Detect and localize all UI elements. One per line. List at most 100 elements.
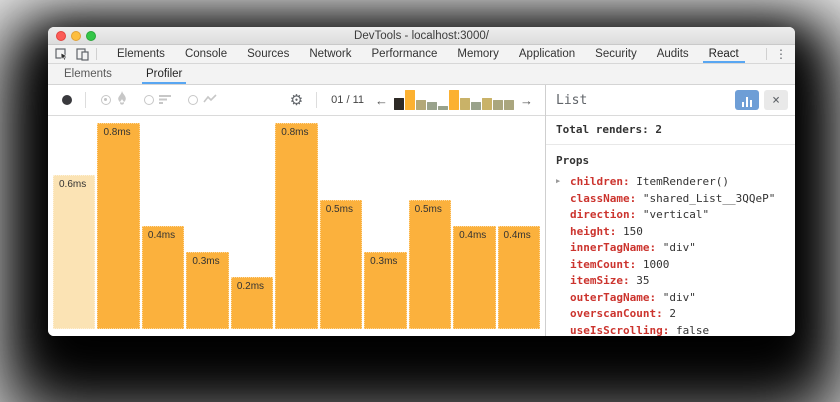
minimize-window-button[interactable]	[71, 30, 81, 41]
next-snapshot-button[interactable]: →	[520, 92, 533, 108]
devtools-tab-application[interactable]: Application	[518, 48, 576, 60]
tabbar-separator-right	[766, 48, 767, 60]
commit-duration-label: 0.2ms	[236, 281, 265, 292]
commit-bar-10[interactable]: 0.4ms	[453, 226, 496, 329]
flame-icon	[116, 90, 128, 110]
commit-bar-7[interactable]: 0.5ms	[319, 200, 363, 329]
expand-arrow-icon[interactable]: ▶	[556, 177, 561, 185]
prop-value: ItemRenderer()	[636, 175, 729, 188]
prop-key: height:	[570, 224, 623, 238]
commit-bar-8[interactable]: 0.3ms	[364, 252, 407, 329]
snapshot-bar-5[interactable]	[438, 106, 448, 110]
snapshot-bar-1-selected[interactable]	[394, 98, 404, 110]
device-toolbar-icon[interactable]	[76, 47, 89, 61]
commit-duration-label: 0.4ms	[459, 230, 487, 241]
profiler-main: ⚙ 01 / 11 ← → 0.6ms 0.8ms 0.4ms 0.3ms 0.2ms 0…	[48, 85, 545, 336]
devtools-tab-performance[interactable]: Performance	[371, 48, 438, 60]
zoom-window-button[interactable]	[86, 30, 96, 41]
record-button[interactable]	[62, 95, 72, 105]
snapshot-bar-6[interactable]	[449, 90, 459, 110]
devtools-tab-audits[interactable]: Audits	[656, 48, 689, 60]
prop-value: 35	[636, 274, 650, 287]
window-title: DevTools - localhost:3000/	[354, 29, 489, 42]
snapshot-counter: 01 / 11	[331, 94, 364, 106]
commit-bar-6[interactable]: 0.8ms	[275, 123, 318, 329]
details-panel-header: List ×	[546, 85, 795, 116]
snapshot-bar-7[interactable]	[460, 98, 470, 110]
devtools-tool-icons	[48, 45, 96, 63]
devtools-tabbar: Elements Console Sources Network Performance…	[48, 45, 795, 64]
ranked-view-option[interactable]	[144, 91, 172, 109]
react-tab-elements[interactable]: Elements	[64, 68, 112, 80]
snapshot-bar-4[interactable]	[427, 102, 437, 110]
commit-bar-1[interactable]: 0.6ms	[53, 175, 96, 329]
devtools-tab-network[interactable]: Network	[309, 48, 352, 60]
commit-duration-label: 0.3ms	[192, 256, 220, 267]
commit-duration-label: 0.4ms	[503, 230, 531, 241]
prev-snapshot-button[interactable]: ←	[375, 92, 388, 108]
prop-key: overscanCount:	[570, 307, 670, 320]
commit-duration-label: 0.5ms	[325, 204, 353, 215]
snapshot-bar-11[interactable]	[504, 100, 515, 110]
titlebar: DevTools - localhost:3000/	[48, 27, 795, 45]
prop-key: itemCount:	[570, 257, 643, 271]
commit-bar-4[interactable]: 0.3ms	[186, 252, 229, 329]
commit-duration-label: 0.6ms	[59, 179, 87, 190]
prop-row-children: ▶ children: ItemRenderer()	[556, 175, 785, 192]
react-panel-tabs: Elements Profiler	[48, 64, 795, 85]
devtools-tab-security[interactable]: Security	[595, 48, 637, 60]
interactions-view-option[interactable]	[188, 91, 217, 109]
devtools-tab-console[interactable]: Console	[184, 48, 228, 60]
snapshot-navigation: ⚙ 01 / 11 ← →	[290, 90, 537, 110]
snapshot-selector[interactable]	[394, 90, 515, 110]
prop-row-outerTagName: outerTagName: "div"	[556, 291, 785, 308]
snapshot-bar-3[interactable]	[416, 100, 426, 110]
prop-value: "div"	[662, 290, 696, 304]
settings-gear-icon[interactable]: ⚙	[289, 91, 304, 109]
snapshot-bar-9[interactable]	[482, 98, 492, 110]
commit-duration-label: 0.8ms	[281, 127, 309, 138]
devtools-window: DevTools - localhost:3000/	[48, 27, 795, 336]
inspect-element-icon[interactable]	[55, 47, 69, 61]
bar-chart-icon	[749, 100, 753, 107]
prop-value: "vertical"	[642, 208, 710, 221]
prop-key: innerTagName:	[570, 241, 663, 254]
ranked-radio[interactable]	[144, 95, 154, 105]
content-area: ⚙ 01 / 11 ← → 0.6ms 0.8ms 0.4ms 0.3ms 0.2ms 0…	[48, 85, 795, 336]
flamegraph-radio[interactable]	[101, 95, 111, 105]
react-tab-profiler[interactable]: Profiler	[141, 64, 187, 84]
prop-row-className: className: "shared_List__3QQeP"	[556, 192, 785, 209]
prop-key: className:	[570, 191, 643, 205]
snapshot-bar-8[interactable]	[471, 102, 481, 110]
devtools-tabs: Elements Console Sources Network Performance…	[107, 45, 766, 63]
interactions-radio[interactable]	[188, 95, 198, 105]
toolbar-separator2	[316, 92, 318, 108]
view-component-chart-button[interactable]	[735, 90, 759, 110]
devtools-tab-sources[interactable]: Sources	[247, 48, 290, 60]
devtools-tab-memory[interactable]: Memory	[457, 48, 499, 60]
prop-key: itemSize:	[570, 274, 637, 287]
prop-key: children:	[570, 175, 637, 188]
prop-value: 2	[669, 307, 676, 320]
prop-row-innerTagName: innerTagName: "div"	[556, 241, 785, 258]
commit-duration-label: 0.8ms	[103, 127, 131, 138]
prop-row-height: height: 150	[556, 225, 785, 242]
commit-bar-9[interactable]: 0.5ms	[408, 200, 452, 329]
ranked-chart-icon	[159, 91, 172, 109]
snapshot-bar-10[interactable]	[493, 100, 503, 110]
close-window-button[interactable]	[56, 30, 66, 41]
snapshot-bar-2[interactable]	[405, 90, 415, 110]
devtools-tab-elements[interactable]: Elements	[117, 48, 165, 60]
commit-bar-11[interactable]: 0.4ms	[497, 226, 540, 329]
flamegraph-view-option[interactable]	[101, 90, 128, 110]
commit-bar-3[interactable]: 0.4ms	[141, 226, 185, 329]
close-details-button[interactable]: ×	[764, 90, 788, 110]
more-options-icon[interactable]: ⋮	[775, 47, 787, 61]
prop-row-overscanCount: overscanCount: 2	[556, 307, 785, 324]
prop-row-useIsScrolling: useIsScrolling: false	[556, 324, 785, 337]
commit-bar-2[interactable]: 0.8ms	[97, 123, 140, 329]
commit-bar-5[interactable]: 0.2ms	[230, 277, 274, 329]
devtools-tab-react[interactable]: React	[699, 45, 749, 63]
selected-component-name: List	[556, 92, 588, 108]
